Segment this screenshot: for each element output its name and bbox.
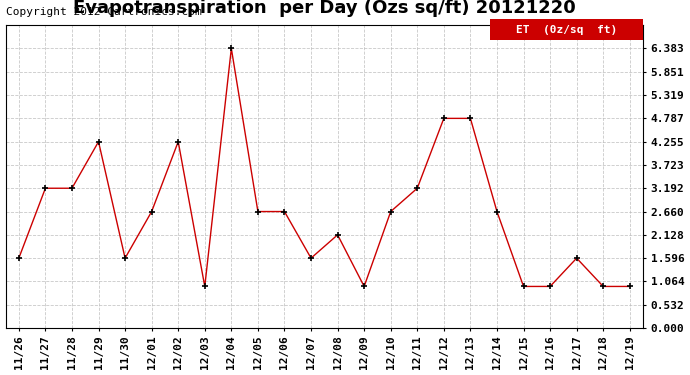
Text: Copyright 2012 Cartronics.com: Copyright 2012 Cartronics.com bbox=[6, 7, 201, 17]
Title: Evapotranspiration  per Day (Ozs sq/ft) 20121220: Evapotranspiration per Day (Ozs sq/ft) 2… bbox=[73, 0, 575, 18]
